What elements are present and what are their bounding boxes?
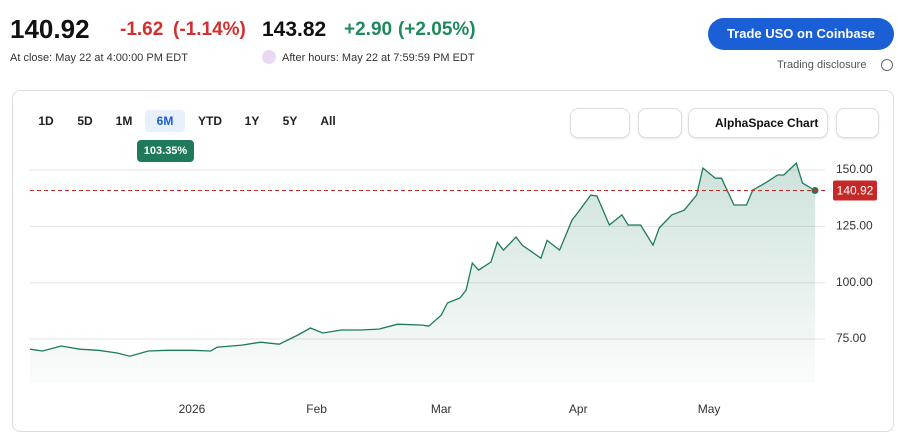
y-tick-label: 125.00	[836, 219, 873, 233]
range-button[interactable]: 1D	[38, 114, 54, 128]
change: -1.62	[120, 19, 164, 40]
range-button[interactable]: 1Y	[244, 114, 260, 128]
x-tick-label: 2026	[179, 402, 206, 416]
after-change-pct: (+2.05%)	[398, 19, 476, 40]
line	[29, 161, 816, 357]
range-button[interactable]: 5D	[77, 114, 93, 128]
x-tick-label: May	[698, 402, 721, 416]
x-tick-label: Mar	[431, 402, 452, 416]
y-tick-label: 75.00	[836, 331, 866, 345]
range-return: 103.35%	[137, 140, 194, 162]
range-button[interactable]: 5Y	[282, 114, 298, 128]
after-note: After hours: May 22 at 7:59:59 PM EDT	[282, 52, 475, 64]
x-tick-label: Feb	[306, 402, 327, 416]
after-change: +2.90	[344, 19, 393, 40]
area	[30, 163, 815, 383]
alphaspace-button[interactable]: AlphaSpace Chart	[688, 108, 828, 138]
chart: 75.00 100.00 125.00 150.00 2026 Feb Mar Apr May 1…	[29, 161, 877, 416]
y-tick-label: 100.00	[836, 275, 873, 289]
info-icon	[881, 59, 893, 71]
moon-icon	[262, 50, 276, 64]
expand-button[interactable]	[638, 108, 682, 138]
x-tick-label: Apr	[569, 402, 588, 416]
alphaspace-label: AlphaSpace Chart	[715, 116, 819, 130]
page: 140.92 -1.62 (-1.14%) 143.82 +2.90 (+2.0…	[10, 14, 894, 432]
change-pct: (-1.14%)	[173, 19, 246, 40]
settings-button[interactable]	[836, 108, 879, 138]
trade-button[interactable]: Trade USO on Coinbase	[708, 18, 894, 50]
chart-type-button[interactable]	[570, 108, 630, 138]
range-button[interactable]: All	[320, 114, 336, 128]
reference-badge	[833, 180, 877, 201]
range-button[interactable]: YTD	[198, 114, 222, 128]
range-button[interactable]: 6M	[145, 110, 185, 132]
reference-label: 140.92	[837, 184, 874, 198]
price: 140.92	[10, 14, 90, 44]
y-tick-label: 150.00	[836, 162, 873, 176]
disclosure-link[interactable]: Trading disclosure	[777, 59, 867, 71]
close-note: At close: May 22 at 4:00:00 PM EDT	[10, 52, 188, 64]
after-price: 143.82	[262, 18, 327, 41]
range-button[interactable]: 1M	[115, 114, 133, 128]
